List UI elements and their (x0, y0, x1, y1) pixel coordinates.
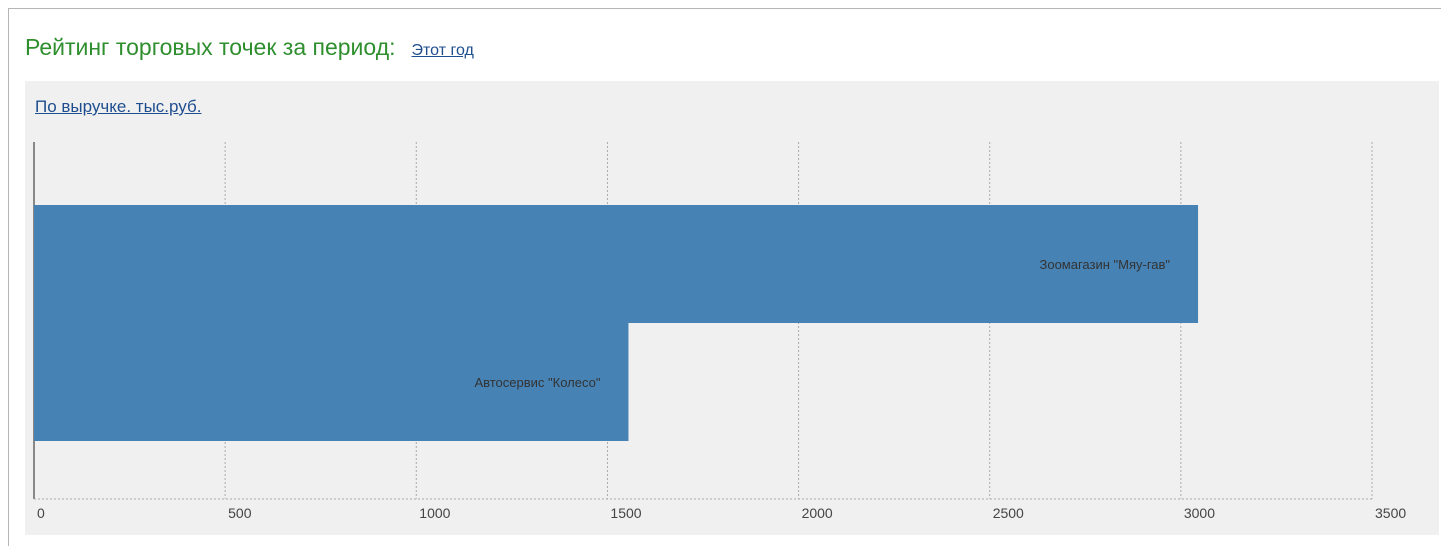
report-title: Рейтинг торговых точек за период: (25, 34, 396, 60)
x-tick-label: 3000 (1184, 505, 1215, 521)
x-tick-label: 3500 (1375, 505, 1406, 521)
report-header: Рейтинг торговых точек за период: Этот г… (25, 34, 474, 68)
chart-panel: По выручке. тыс.руб. Зоомагазин "Мяу-гав… (25, 81, 1439, 535)
period-selector-link[interactable]: Этот год (411, 42, 474, 59)
bar (34, 205, 1199, 323)
x-tick-label: 1000 (419, 505, 450, 521)
bar (34, 323, 629, 441)
x-tick-label: 0 (37, 505, 45, 521)
x-tick-label: 2000 (802, 505, 833, 521)
x-tick-label: 2500 (993, 505, 1024, 521)
x-tick-label: 1500 (610, 505, 641, 521)
x-tick-label: 500 (228, 505, 252, 521)
revenue-bar-chart: Зоомагазин "Мяу-гав" Автосервис "Колесо" 0… (33, 142, 1406, 521)
metric-selector-link[interactable]: По выручке. тыс.руб. (35, 97, 202, 116)
bar-label: Зоомагазин "Мяу-гав" (1039, 257, 1170, 272)
bar-label: Автосервис "Колесо" (474, 375, 600, 390)
